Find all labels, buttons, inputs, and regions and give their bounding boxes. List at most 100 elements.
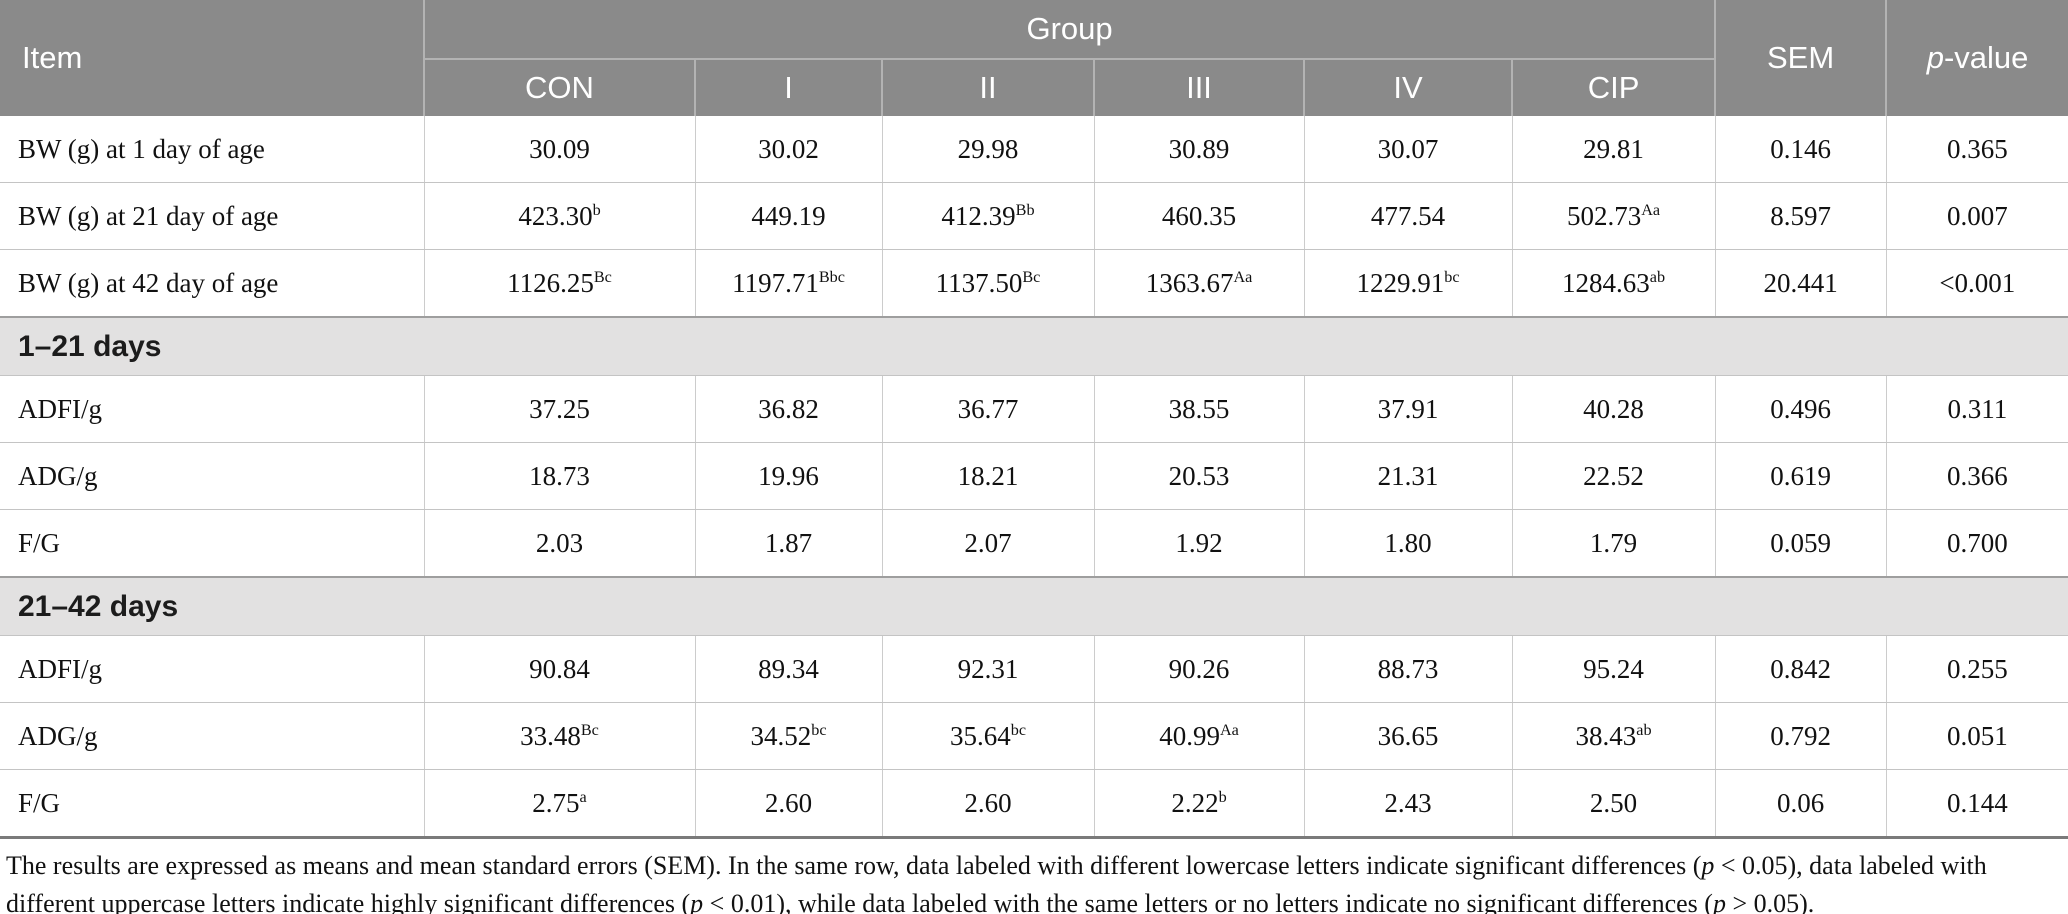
table-row: F/G 2.03 1.87 2.07 1.92 1.80 1.79 0.059 0.700	[0, 509, 2068, 578]
col-header-group: Group	[424, 0, 1716, 60]
value-cell: 2.03	[424, 509, 696, 578]
value-cell: 20.53	[1094, 442, 1305, 510]
significance-superscript: Bc	[1022, 267, 1041, 286]
value-cell: 423.30b	[424, 182, 696, 250]
value-cell: 30.09	[424, 116, 696, 183]
value-cell: 0.365	[1886, 116, 2068, 183]
value-cell: 36.77	[882, 375, 1095, 443]
p-value-italic-p: p	[1926, 40, 1944, 75]
item-cell: F/G	[0, 509, 425, 578]
value-cell: 95.24	[1512, 635, 1716, 703]
table-body: BW (g) at 1 day of age 30.09 30.02 29.98 30.…	[0, 116, 2068, 839]
value-cell: 37.91	[1304, 375, 1513, 443]
value-cell: 1284.63ab	[1512, 249, 1716, 318]
significance-superscript: ab	[1649, 267, 1666, 286]
footnote-text: < 0.05), data labeled with different upp…	[6, 851, 1987, 914]
value-cell: 29.81	[1512, 116, 1716, 183]
table-row: ADFI/g 90.84 89.34 92.31 90.26 88.73 95.24 0.84…	[0, 635, 2068, 703]
value-cell: 2.43	[1304, 769, 1513, 839]
value-cell: 92.31	[882, 635, 1095, 703]
value-cell: 2.60	[695, 769, 883, 839]
value-cell: 0.059	[1715, 509, 1887, 578]
table-row: ADG/g 33.48Bc 34.52bc 35.64bc 40.99Aa 36.65 38…	[0, 702, 2068, 770]
footnote-text: > 0.05).	[1725, 889, 1815, 914]
value-cell: 1.79	[1512, 509, 1716, 578]
table-row: ADFI/g 37.25 36.82 36.77 38.55 37.91 40.28 0.49…	[0, 375, 2068, 443]
value-cell: 36.65	[1304, 702, 1513, 770]
value-cell: 1197.71Bbc	[695, 249, 883, 318]
value-cell: 88.73	[1304, 635, 1513, 703]
value-cell: 0.255	[1886, 635, 2068, 703]
col-header-iv: IV	[1304, 59, 1513, 116]
significance-superscript: Bc	[593, 267, 612, 286]
significance-superscript: Bb	[1015, 200, 1035, 219]
value-cell: 90.84	[424, 635, 696, 703]
footnote-text: < 0.01), while data labeled with the sam…	[703, 889, 1713, 914]
col-header-con: CON	[424, 59, 696, 116]
value-cell: 20.441	[1715, 249, 1887, 318]
value-cell: 0.842	[1715, 635, 1887, 703]
value-cell: 18.73	[424, 442, 696, 510]
value-cell: 30.07	[1304, 116, 1513, 183]
value-cell: 0.619	[1715, 442, 1887, 510]
value-cell: 89.34	[695, 635, 883, 703]
value-cell: <0.001	[1886, 249, 2068, 318]
significance-superscript: bc	[1010, 720, 1027, 739]
item-cell: ADG/g	[0, 442, 425, 510]
value-cell: 34.52bc	[695, 702, 883, 770]
significance-superscript: Aa	[1641, 200, 1661, 219]
value-cell: 0.06	[1715, 769, 1887, 839]
table-row: BW (g) at 1 day of age 30.09 30.02 29.98 30.…	[0, 116, 2068, 183]
value-cell: 1.87	[695, 509, 883, 578]
value-cell: 2.75a	[424, 769, 696, 839]
value-cell: 33.48Bc	[424, 702, 696, 770]
item-cell: BW (g) at 1 day of age	[0, 116, 425, 183]
value-cell: 0.792	[1715, 702, 1887, 770]
value-cell: 19.96	[695, 442, 883, 510]
value-cell: 21.31	[1304, 442, 1513, 510]
item-cell: ADFI/g	[0, 635, 425, 703]
value-cell: 90.26	[1094, 635, 1305, 703]
value-cell: 2.22b	[1094, 769, 1305, 839]
p-value-rest: -value	[1943, 40, 2029, 75]
value-cell: 412.39Bb	[882, 182, 1095, 250]
footnote-italic-p: p	[1712, 889, 1726, 914]
significance-superscript: bc	[1444, 267, 1460, 286]
value-cell: 40.99Aa	[1094, 702, 1305, 770]
value-cell: 0.144	[1886, 769, 2068, 839]
value-cell: 477.54	[1304, 182, 1513, 250]
value-cell: 1137.50Bc	[882, 249, 1095, 318]
value-cell: 22.52	[1512, 442, 1716, 510]
value-cell: 1126.25Bc	[424, 249, 696, 318]
value-cell: 0.146	[1715, 116, 1887, 183]
header-row-group: Item Group SEM p-value	[0, 0, 2068, 116]
value-cell: 40.28	[1512, 375, 1716, 443]
value-cell: 29.98	[882, 116, 1095, 183]
footnote-italic-p: p	[1701, 851, 1715, 880]
significance-superscript: Bbc	[818, 267, 845, 286]
significance-superscript: Aa	[1219, 720, 1239, 739]
col-header-iii: III	[1094, 59, 1305, 116]
table-row: F/G 2.75a 2.60 2.60 2.22b 2.43 2.50 0.06 0.144	[0, 769, 2068, 839]
footnote-italic-p: p	[690, 889, 704, 914]
significance-superscript: ab	[1636, 720, 1652, 739]
section-row: 1–21 days	[0, 316, 2068, 376]
item-cell: F/G	[0, 769, 425, 839]
value-cell: 0.311	[1886, 375, 2068, 443]
table-row: ADG/g 18.73 19.96 18.21 20.53 21.31 22.52 0.619…	[0, 442, 2068, 510]
value-cell: 1229.91bc	[1304, 249, 1513, 318]
significance-superscript: a	[579, 787, 587, 806]
col-header-ii: II	[882, 59, 1095, 116]
value-cell: 8.597	[1715, 182, 1887, 250]
item-cell: BW (g) at 21 day of age	[0, 182, 425, 250]
col-header-sem: SEM	[1714, 0, 1887, 116]
significance-superscript: b	[1218, 787, 1227, 806]
value-cell: 30.89	[1094, 116, 1305, 183]
value-cell: 449.19	[695, 182, 883, 250]
section-label: 1–21 days	[0, 316, 2068, 376]
item-cell: ADG/g	[0, 702, 425, 770]
table-header: Item Group SEM p-value CON I II III IV C…	[0, 0, 2068, 116]
item-cell: ADFI/g	[0, 375, 425, 443]
value-cell: 2.07	[882, 509, 1095, 578]
value-cell: 2.60	[882, 769, 1095, 839]
